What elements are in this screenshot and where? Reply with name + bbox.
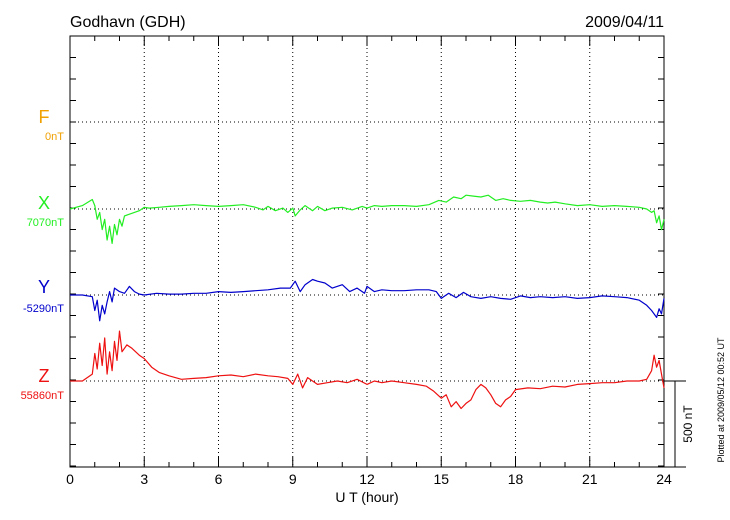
series-line-z	[70, 330, 665, 410]
x-tick-label: 24	[656, 471, 672, 487]
series-name-f: F	[39, 107, 50, 127]
series-labels: F 0nT X 7070nT Y -5290nT Z 55860nT	[21, 107, 65, 402]
scale-bar: 500 nT	[664, 380, 695, 468]
x-tick-label: 12	[359, 471, 375, 487]
series-group	[69, 194, 665, 410]
series-name-y: Y	[38, 277, 50, 297]
series-line-y	[70, 278, 665, 322]
grid-lines	[70, 36, 664, 467]
scale-bar-label: 500 nT	[681, 405, 695, 443]
x-tick-label: 9	[289, 471, 297, 487]
date-label: 2009/04/11	[585, 14, 664, 31]
x-axis-ticks: 0 3 6 9 12 15 18 21 24	[66, 35, 672, 487]
x-tick-label: 6	[215, 471, 223, 487]
x-tick-label: 3	[140, 471, 148, 487]
station-title: Godhavn (GDH)	[70, 14, 186, 31]
x-tick-label: 18	[508, 471, 524, 487]
series-line-x	[69, 194, 665, 244]
x-axis-label: U T (hour)	[335, 489, 398, 505]
x-tick-label: 15	[433, 471, 449, 487]
series-baseline-f: 0nT	[45, 131, 64, 143]
plotted-note: Plotted at 2009/05/12 00:52 UT	[716, 337, 726, 463]
x-tick-label: 0	[66, 471, 74, 487]
series-baseline-z: 55860nT	[21, 390, 65, 402]
series-baseline-y: -5290nT	[23, 303, 64, 315]
x-tick-label: 21	[582, 471, 598, 487]
series-name-z: Z	[39, 366, 50, 386]
series-name-x: X	[38, 193, 50, 213]
series-baseline-x: 7070nT	[27, 217, 65, 229]
